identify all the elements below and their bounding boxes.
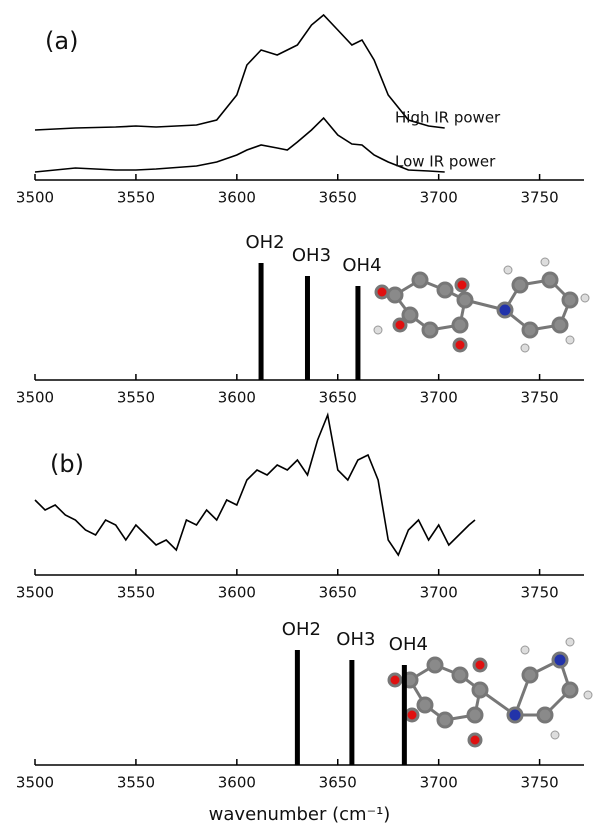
x-tick-label: 3500	[16, 389, 54, 407]
x-tick-label: 3550	[117, 389, 155, 407]
x-tick-label: 3500	[16, 584, 54, 602]
stick-label: OH2	[245, 232, 284, 253]
panel-label: (b)	[50, 450, 84, 478]
x-tick-label: 3750	[521, 774, 559, 792]
spectrum-line	[35, 15, 445, 130]
x-tick-label: 3550	[117, 774, 155, 792]
x-tick-label: 3700	[420, 389, 458, 407]
x-tick-label: 3700	[420, 774, 458, 792]
x-tick-label: 3700	[420, 584, 458, 602]
x-tick-label: 3650	[319, 584, 357, 602]
legend-label: High IR power	[395, 109, 501, 127]
x-tick-label: 3550	[117, 584, 155, 602]
stick-label: OH2	[282, 619, 321, 640]
x-tick-label: 3550	[117, 189, 155, 207]
x-tick-label: 3600	[218, 189, 256, 207]
panel-label: (a)	[45, 27, 78, 55]
figure: 3500 3550 3600 3650 3700 3750 (a) High IR power…	[0, 0, 593, 831]
stick-label: OH4	[342, 255, 381, 276]
stick-label: OH3	[336, 629, 375, 650]
x-tick-label: 3500	[16, 189, 54, 207]
x-tick-label: 3750	[521, 189, 559, 207]
x-axis-title: wavenumber (cm⁻¹)	[209, 804, 391, 825]
x-tick-label: 3650	[319, 389, 357, 407]
molecule-a	[374, 258, 589, 352]
x-tick-label: 3750	[521, 389, 559, 407]
x-tick-label: 3500	[16, 774, 54, 792]
x-tick-label: 3600	[218, 774, 256, 792]
x-tick-label: 3600	[218, 584, 256, 602]
x-tick-label: 3700	[420, 189, 458, 207]
spectrum-line	[35, 118, 445, 172]
x-tick-label: 3650	[319, 189, 357, 207]
x-tick-label: 3750	[521, 584, 559, 602]
legend-label: Low IR power	[395, 153, 496, 171]
x-tick-label: 3650	[319, 774, 357, 792]
stick-label: OH4	[389, 634, 428, 655]
spectrum-line	[35, 415, 475, 555]
stick-label: OH3	[292, 245, 331, 266]
x-tick-label: 3600	[218, 389, 256, 407]
